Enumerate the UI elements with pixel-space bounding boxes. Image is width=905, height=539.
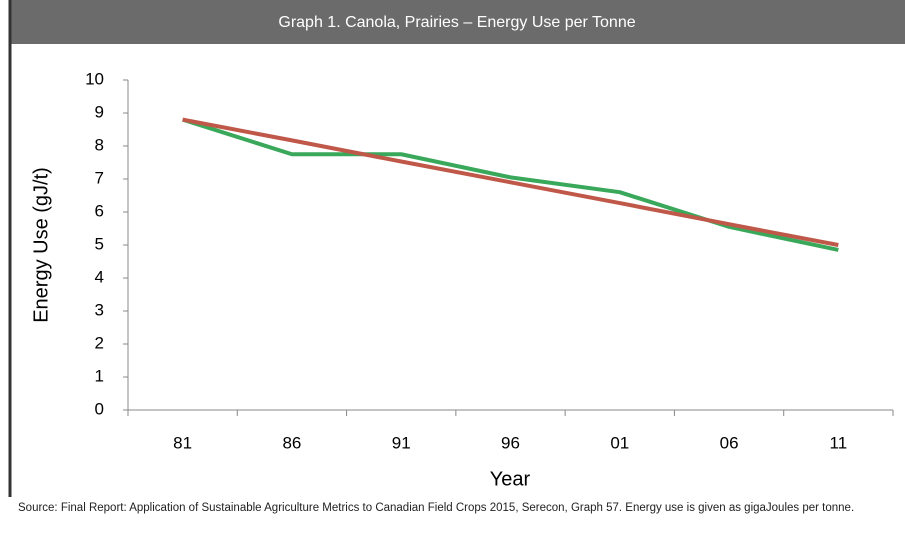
line-series [182, 117, 839, 247]
chart-title: Graph 1. Canola, Prairies – Energy Use p… [278, 14, 635, 31]
chart: Graph 1. Canola, Prairies – Energy Use p… [8, 0, 905, 497]
y-tick-label: 4 [95, 267, 104, 286]
x-tick-label: 11 [830, 433, 848, 452]
y-tick-label: 9 [95, 102, 104, 121]
y-tick-label: 6 [95, 201, 104, 220]
x-tick-label: 81 [173, 433, 192, 452]
source-note: Source: Final Report: Application of Sus… [18, 502, 855, 514]
x-tick-label: 01 [610, 433, 629, 452]
y-tick-label: 3 [95, 300, 104, 319]
y-tick-label: 8 [95, 135, 104, 154]
y-tick-label: 5 [95, 234, 104, 253]
y-axis-label: Energy Use (gJ/t) [30, 167, 52, 323]
y-tick-label: 7 [95, 168, 104, 187]
y-tick-label: 2 [95, 333, 104, 352]
x-tick-label: 96 [501, 433, 520, 452]
header-bar [10, 0, 905, 44]
x-tick-label: 91 [392, 433, 411, 452]
x-tick-label: 86 [282, 433, 301, 452]
y-tick-label: 0 [95, 399, 104, 418]
x-tick-label: 06 [720, 433, 739, 452]
line-series [182, 117, 839, 252]
x-axis-label: Year [490, 468, 531, 490]
y-tick-label: 10 [85, 69, 104, 88]
y-tick-label: 1 [95, 366, 104, 385]
